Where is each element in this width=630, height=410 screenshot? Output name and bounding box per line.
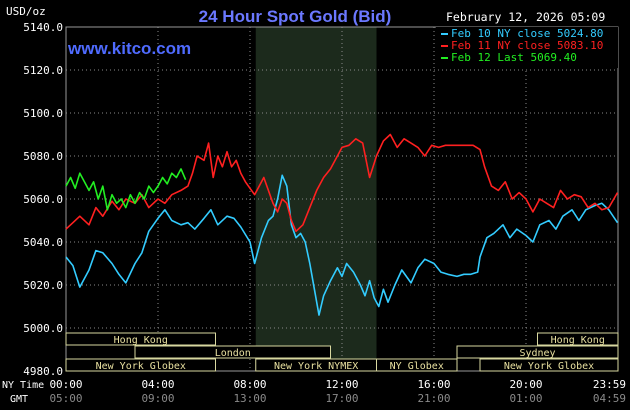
y-tick-label: 5120.0 bbox=[23, 64, 63, 77]
series-lines bbox=[65, 133, 619, 316]
series-line bbox=[65, 133, 619, 233]
x-tick-ny: 00:00 bbox=[49, 378, 82, 391]
session-box bbox=[65, 332, 216, 346]
y-tick-label: 5100.0 bbox=[23, 107, 63, 120]
series-line bbox=[65, 174, 619, 316]
y-axis-label: USD/oz bbox=[6, 5, 46, 18]
session-label: New York Globex bbox=[96, 361, 186, 372]
session-label: New York NYMEX bbox=[274, 361, 358, 372]
x-tick-gmt: 01:00 bbox=[509, 392, 542, 405]
session-bar: Sydney bbox=[456, 345, 619, 359]
session-label: Sydney bbox=[519, 348, 555, 359]
session-bar: New York Globex bbox=[479, 358, 619, 372]
x-tick-ny: 12:00 bbox=[325, 378, 358, 391]
x-tick-gmt: 21:00 bbox=[417, 392, 450, 405]
session-label: New York Globex bbox=[504, 361, 594, 372]
legend-label: Feb 12 Last 5069.40 bbox=[451, 51, 577, 64]
x-tick-gmt: 17:00 bbox=[325, 392, 358, 405]
session-label: NY Globex bbox=[390, 361, 444, 372]
x-axis-ticks: 00:00 04:00 08:00 12:00 16:00 20:00 23:59 05:00… bbox=[49, 378, 626, 405]
session-box bbox=[65, 358, 216, 372]
x-tick-ny: 16:00 bbox=[417, 378, 450, 391]
y-tick-label: 5080.0 bbox=[23, 150, 63, 163]
x-tick-gmt: 04:59 bbox=[593, 392, 626, 405]
x-tick-ny: 20:00 bbox=[509, 378, 542, 391]
session-bar: Hong Kong bbox=[65, 332, 216, 346]
y-tick-label: 5020.0 bbox=[23, 279, 63, 292]
legend-box bbox=[436, 27, 618, 68]
session-label: Hong Kong bbox=[114, 335, 168, 346]
session-label: London bbox=[215, 348, 251, 359]
x-row2-label: GMT bbox=[10, 394, 28, 405]
session-bar: Hong Kong bbox=[537, 332, 619, 346]
x-tick-ny: 08:00 bbox=[233, 378, 266, 391]
session-box bbox=[537, 332, 619, 346]
date-text: February 12, 2026 05:09 bbox=[446, 10, 605, 24]
x-tick-gmt: 09:00 bbox=[141, 392, 174, 405]
x-tick-ny: 04:00 bbox=[141, 378, 174, 391]
y-tick-label: 4980.0 bbox=[23, 365, 63, 378]
session-box bbox=[479, 358, 619, 372]
series-line bbox=[65, 168, 187, 211]
session-bar: New York NYMEX bbox=[255, 358, 377, 372]
session-box bbox=[376, 358, 458, 372]
y-tick-label: 5000.0 bbox=[23, 322, 63, 335]
session-box bbox=[134, 345, 331, 359]
site-watermark: www.kitco.com bbox=[67, 39, 191, 58]
legend-label: Feb 11 NY close 5083.10 bbox=[451, 39, 603, 52]
nymex-shaded-region bbox=[255, 27, 377, 371]
session-bar: New York Globex bbox=[65, 358, 216, 372]
session-box bbox=[456, 345, 619, 359]
chart-title: 24 Hour Spot Gold (Bid) bbox=[199, 7, 392, 26]
y-tick-label: 5060.0 bbox=[23, 193, 63, 206]
x-tick-gmt: 05:00 bbox=[49, 392, 82, 405]
y-tick-label: 5040.0 bbox=[23, 236, 63, 249]
session-label: Hong Kong bbox=[551, 335, 605, 346]
session-bar: NY Globex bbox=[376, 358, 458, 372]
y-axis-ticks: 5140.0 5120.0 5100.0 5080.0 5060.0 5040.0 5020… bbox=[23, 21, 63, 378]
x-tick-gmt: 13:00 bbox=[233, 392, 266, 405]
session-bars: Hong Kong Hong Kong London Sydney New York G… bbox=[65, 332, 619, 372]
session-bar: London bbox=[134, 345, 331, 359]
y-tick-label: 5140.0 bbox=[23, 21, 63, 34]
legend-label: Feb 10 NY close 5024.80 bbox=[451, 27, 603, 40]
x-row1-label: NY Time bbox=[2, 380, 44, 391]
x-tick-ny: 23:59 bbox=[593, 378, 626, 391]
